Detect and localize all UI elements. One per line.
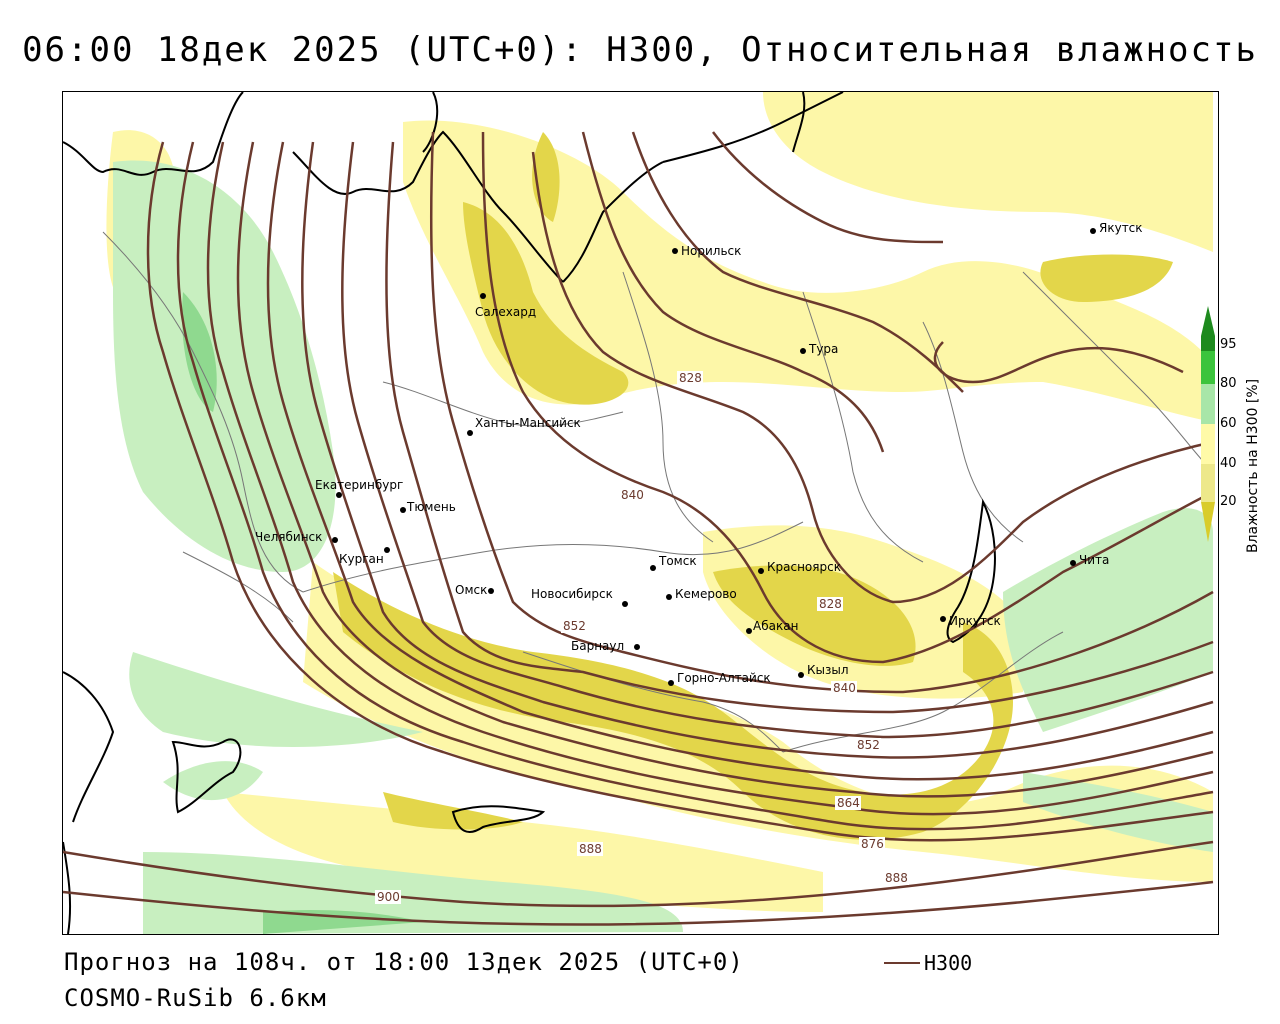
contour-label: 828: [819, 597, 842, 611]
contour-label: 864: [837, 796, 860, 810]
svg-text:Иркутск: Иркутск: [949, 614, 1001, 628]
svg-text:Якутск: Якутск: [1099, 221, 1143, 235]
svg-text:Тура: Тура: [808, 342, 838, 356]
svg-text:Барнаул: Барнаул: [571, 639, 624, 653]
city-tyumen[interactable]: Тюмень: [400, 500, 456, 514]
city-chelyabinsk[interactable]: Челябинск: [255, 530, 338, 544]
map-title: 06:00 18дек 2025 (UTC+0): H300, Относите…: [22, 30, 1258, 70]
humidity-colorbar: [1201, 306, 1215, 546]
city-novosibirsk[interactable]: Новосибирск: [531, 587, 628, 607]
city-barnaul[interactable]: Барнаул: [571, 639, 640, 653]
svg-text:Новосибирск: Новосибирск: [531, 587, 613, 601]
colorbar-tick: 95: [1220, 337, 1237, 352]
svg-text:Норильск: Норильск: [681, 244, 741, 258]
city-khanty-mansiysk[interactable]: Ханты-Мансийск: [467, 416, 581, 436]
colorbar-axis-label: Влажность на H300 [%]: [1245, 378, 1261, 553]
contour-labels: 828 840 852 828 840 852 864 876 888 888 …: [375, 371, 909, 904]
city-kyzyl[interactable]: Кызыл: [798, 663, 849, 678]
city-tura[interactable]: Тура: [800, 342, 838, 356]
contour-label: 852: [857, 738, 880, 752]
weather-map: 828 840 852 828 840 852 864 876 888 888 …: [63, 92, 1214, 934]
colorbar-tick: 60: [1220, 416, 1237, 431]
humidity-field-60: [113, 160, 1213, 934]
h300-legend-line: [884, 962, 920, 964]
colorbar-tick: 20: [1220, 494, 1237, 509]
city-yakutsk[interactable]: Якутск: [1090, 221, 1143, 235]
svg-text:Курган: Курган: [339, 552, 384, 566]
h300-contours: [63, 131, 1214, 926]
city-kemerovo[interactable]: Кемерово: [666, 587, 737, 601]
svg-text:Салехард: Салехард: [475, 305, 536, 319]
svg-text:Томск: Томск: [658, 554, 697, 568]
contour-label: 888: [579, 842, 602, 856]
svg-text:Омск: Омск: [455, 583, 487, 597]
city-norilsk[interactable]: Норильск: [672, 244, 741, 258]
contour-label: 840: [833, 681, 856, 695]
svg-text:Тюмень: Тюмень: [406, 500, 456, 514]
svg-text:Красноярск: Красноярск: [767, 560, 841, 574]
city-yekaterinburg[interactable]: Екатеринбург: [315, 478, 403, 498]
contour-label: 876: [861, 837, 884, 851]
city-gorno-altaysk[interactable]: Горно-Алтайск: [668, 671, 771, 686]
contour-label: 900: [377, 890, 400, 904]
map-area[interactable]: 828 840 852 828 840 852 864 876 888 888 …: [62, 91, 1219, 935]
svg-text:Кемерово: Кемерово: [675, 587, 737, 601]
svg-text:Челябинск: Челябинск: [255, 530, 322, 544]
svg-text:Абакан: Абакан: [753, 619, 798, 633]
contour-label: 852: [563, 619, 586, 633]
svg-text:Кызыл: Кызыл: [807, 663, 849, 677]
cities: Норильск Якутск Салехард Тура Ханты-Манс…: [255, 221, 1143, 686]
svg-text:Чита: Чита: [1079, 553, 1109, 567]
city-krasnoyarsk[interactable]: Красноярск: [758, 560, 841, 574]
colorbar-tick: 40: [1220, 456, 1237, 471]
model-name: COSMO-RuSib 6.6км: [64, 984, 327, 1012]
city-abakan[interactable]: Абакан: [746, 619, 798, 634]
city-omsk[interactable]: Омск: [455, 583, 494, 597]
city-chita[interactable]: Чита: [1070, 553, 1109, 567]
city-irkutsk[interactable]: Иркутск: [940, 614, 1001, 628]
city-tomsk[interactable]: Томск: [650, 554, 697, 571]
contour-label: 828: [679, 371, 702, 385]
city-salekhard[interactable]: Салехард: [475, 293, 536, 319]
city-kurgan[interactable]: Курган: [339, 547, 390, 566]
forecast-info: Прогноз на 108ч. от 18:00 13дек 2025 (UT…: [64, 948, 744, 976]
contour-label: 840: [621, 488, 644, 502]
svg-text:Ханты-Мансийск: Ханты-Мансийск: [475, 416, 581, 430]
svg-text:Горно-Алтайск: Горно-Алтайск: [677, 671, 771, 685]
h300-legend-label: H300: [924, 951, 973, 975]
contour-label: 888: [885, 871, 908, 885]
svg-text:Екатеринбург: Екатеринбург: [315, 478, 403, 492]
colorbar-tick: 80: [1220, 376, 1237, 391]
